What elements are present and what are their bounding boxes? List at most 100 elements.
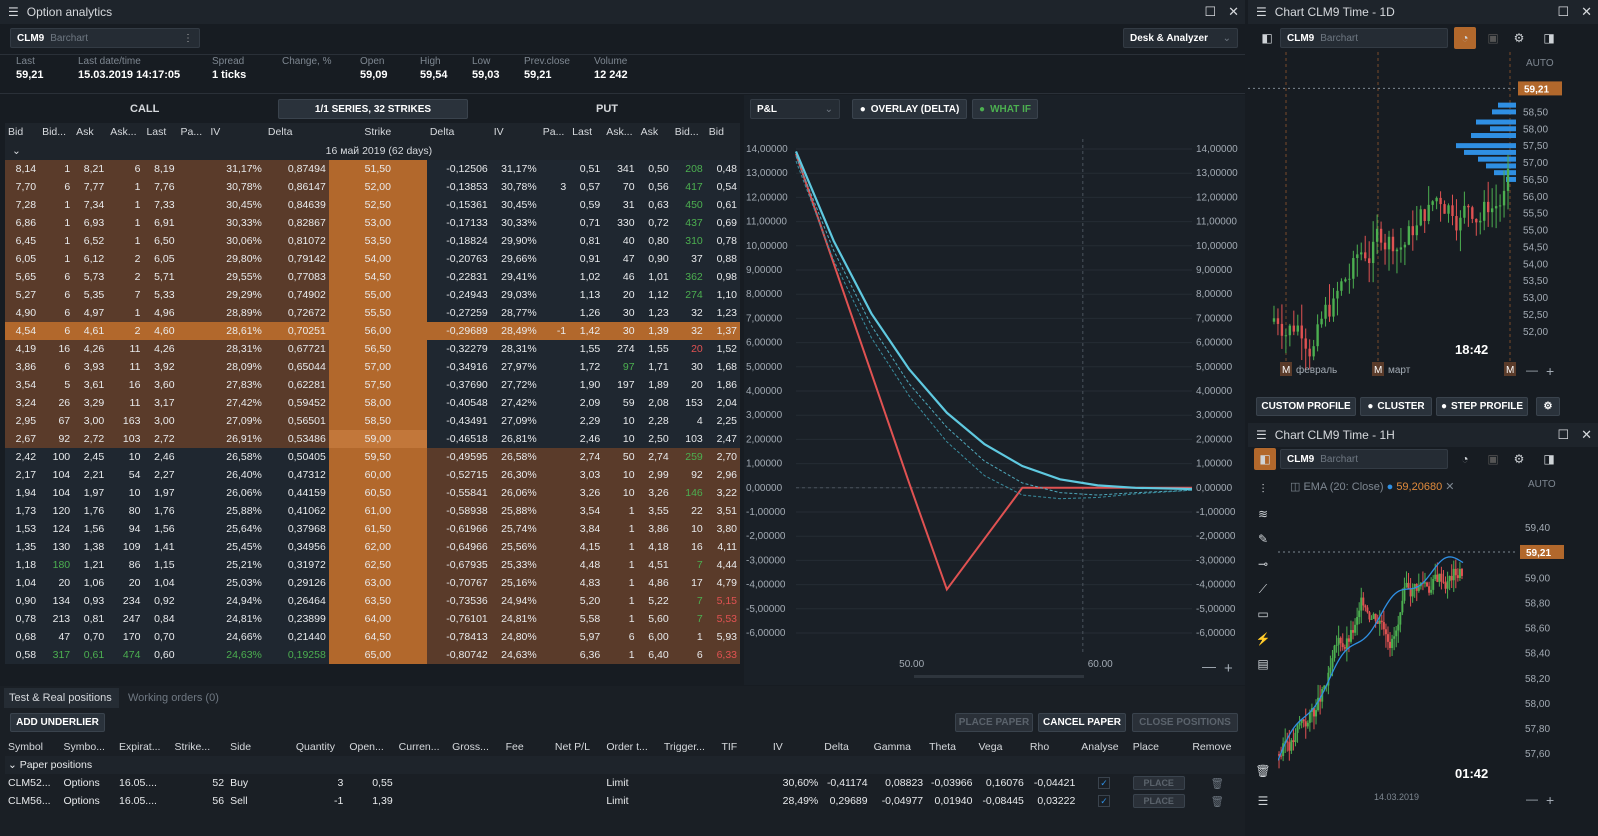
chain-cell[interactable]: 4,11 — [705, 538, 740, 556]
chain-cell[interactable]: 0,68 — [5, 628, 40, 646]
chain-cell[interactable] — [539, 160, 570, 178]
chain-cell[interactable] — [177, 448, 208, 466]
chain-cell[interactable]: 1,04 — [143, 574, 178, 592]
strike-cell[interactable]: 56,00 — [328, 322, 427, 340]
column-header[interactable]: Ask... — [603, 123, 638, 141]
place-button[interactable]: PLACE — [1132, 794, 1185, 808]
chain-cell[interactable]: 7 — [671, 592, 706, 610]
chain-row[interactable]: 0,78 213 0,81 247 0,84 24,81% 0,23899 64,00 -0,7… — [5, 610, 740, 628]
chain-row[interactable]: 5,65 6 5,73 2 5,71 29,55% 0,77083 54,50 -0,22831… — [5, 268, 740, 286]
chain-cell[interactable]: 31,17% — [490, 160, 540, 178]
chain-cell[interactable]: 28,77% — [490, 304, 540, 322]
chain-cell[interactable]: 6,33 — [705, 646, 740, 664]
chain-row[interactable]: 1,73 120 1,76 80 1,76 25,88% 0,41062 61,00 -0,58… — [5, 502, 740, 520]
column-header[interactable]: Last — [143, 123, 178, 141]
chain-cell[interactable]: 5,53 — [705, 610, 740, 628]
chain-cell[interactable]: 4,19 — [5, 340, 40, 358]
chain-cell[interactable]: 24,63% — [207, 646, 265, 664]
chain-cell[interactable]: 29,90% — [490, 232, 540, 250]
column-header[interactable]: Pa... — [539, 123, 570, 141]
chain-cell[interactable] — [539, 502, 570, 520]
chevron-down-icon[interactable]: ⌄ — [12, 144, 21, 157]
chain-cell[interactable]: 0,44159 — [264, 484, 329, 502]
chain-cell[interactable]: 1,42 — [569, 322, 604, 340]
chain-cell[interactable]: 30,33% — [490, 214, 540, 232]
chain-cell[interactable] — [177, 304, 208, 322]
chain-cell[interactable] — [539, 214, 570, 232]
chain-cell[interactable]: 46 — [603, 268, 638, 286]
chain-cell[interactable]: 97 — [603, 358, 638, 376]
chain-cell[interactable]: 0,71 — [569, 214, 604, 232]
panel-icon[interactable]: ◨ — [1543, 31, 1555, 45]
chain-cell[interactable]: 2,21 — [73, 466, 108, 484]
chain-row[interactable]: 4,90 6 4,97 1 4,96 28,89% 0,72672 55,50 -0,27259… — [5, 304, 740, 322]
positions-column-header[interactable]: Analyse — [1081, 741, 1119, 753]
chain-cell[interactable] — [539, 646, 570, 664]
chain-cell[interactable]: 2,99 — [637, 466, 672, 484]
chain-cell[interactable]: 0,74902 — [264, 286, 329, 304]
chain-cell[interactable]: 29,29% — [207, 286, 265, 304]
chain-cell[interactable]: 0,19258 — [264, 646, 329, 664]
chain-cell[interactable]: 24,94% — [490, 592, 540, 610]
chain-cell[interactable]: 0,48 — [705, 160, 740, 178]
chain-cell[interactable]: 2,95 — [5, 412, 40, 430]
chain-cell[interactable]: 30,78% — [207, 178, 265, 196]
chain-cell[interactable]: 26,30% — [490, 466, 540, 484]
chain-cell[interactable]: 1 — [39, 214, 74, 232]
chain-cell[interactable]: 208 — [671, 160, 706, 178]
chain-cell[interactable]: -0,40548 — [426, 394, 491, 412]
auto-label[interactable]: AUTO — [1528, 479, 1556, 490]
chain-cell[interactable]: -0,52715 — [426, 466, 491, 484]
chain-cell[interactable]: -0,32279 — [426, 340, 491, 358]
chain-cell[interactable]: -0,80742 — [426, 646, 491, 664]
chain-cell[interactable]: 474 — [107, 646, 144, 664]
chain-cell[interactable]: 28,49% — [490, 322, 540, 340]
chain-cell[interactable] — [539, 466, 570, 484]
chain-cell[interactable]: -0,46518 — [426, 430, 491, 448]
chain-cell[interactable]: 0,65044 — [264, 358, 329, 376]
chain-cell[interactable]: 5,27 — [5, 286, 40, 304]
chain-cell[interactable]: 1,01 — [637, 268, 672, 286]
strike-cell[interactable]: 61,00 — [328, 502, 427, 520]
chain-cell[interactable]: 103 — [107, 430, 144, 448]
tab-working-orders[interactable]: Working orders (0) — [128, 692, 219, 704]
chain-cell[interactable]: 2,09 — [569, 394, 604, 412]
chain-cell[interactable] — [177, 196, 208, 214]
chain-cell[interactable]: 0,93 — [73, 592, 108, 610]
chain-cell[interactable]: -0,58938 — [426, 502, 491, 520]
chain-cell[interactable]: 1,97 — [73, 484, 108, 502]
chain-cell[interactable]: 6,91 — [143, 214, 178, 232]
strike-cell[interactable]: 55,00 — [328, 286, 427, 304]
chain-cell[interactable]: 32 — [671, 322, 706, 340]
chain-cell[interactable]: -0,12506 — [426, 160, 491, 178]
trash-icon[interactable]: 🗑 — [1210, 795, 1224, 808]
column-header[interactable]: Bid — [705, 123, 740, 141]
hourly-candlestick-chart[interactable]: 59,40 59,00 58,80 58,60 58,40 58,20 58,00 57,80… — [1278, 473, 1598, 808]
column-header[interactable]: Ask — [73, 123, 108, 141]
chain-cell[interactable]: 29,80% — [207, 250, 265, 268]
replay-icon[interactable]: ◔ — [1461, 452, 1469, 466]
positions-column-header[interactable]: Rho — [1029, 741, 1050, 753]
chain-cell[interactable]: 30,33% — [207, 214, 265, 232]
chain-cell[interactable] — [177, 430, 208, 448]
chain-cell[interactable]: 29,41% — [490, 268, 540, 286]
chain-cell[interactable]: 274 — [671, 286, 706, 304]
chain-cell[interactable]: 330 — [603, 214, 638, 232]
chain-cell[interactable]: 5,22 — [637, 592, 672, 610]
chain-cell[interactable]: 7,34 — [73, 196, 108, 214]
profile-settings-gear-icon[interactable]: ⚙ — [1536, 397, 1560, 416]
positions-column-header[interactable]: Symbol — [8, 741, 44, 753]
chain-cell[interactable]: 24,63% — [490, 646, 540, 664]
chain-cell[interactable]: 26,06% — [207, 484, 265, 502]
chain-cell[interactable]: 0,67721 — [264, 340, 329, 358]
chain-cell[interactable]: 104 — [39, 466, 74, 484]
chain-cell[interactable]: 0,47312 — [264, 466, 329, 484]
chain-cell[interactable] — [539, 340, 570, 358]
positions-column-header[interactable]: Gross... — [452, 741, 489, 753]
chain-cell[interactable]: 4,51 — [637, 556, 672, 574]
overlay-delta-button[interactable]: ● OVERLAY (DELTA) — [852, 99, 967, 119]
zoom-out-icon[interactable]: — — [1202, 658, 1216, 674]
chain-cell[interactable]: 4,86 — [637, 574, 672, 592]
chain-cell[interactable]: 3 — [539, 178, 570, 196]
chain-cell[interactable]: -0,13853 — [426, 178, 491, 196]
